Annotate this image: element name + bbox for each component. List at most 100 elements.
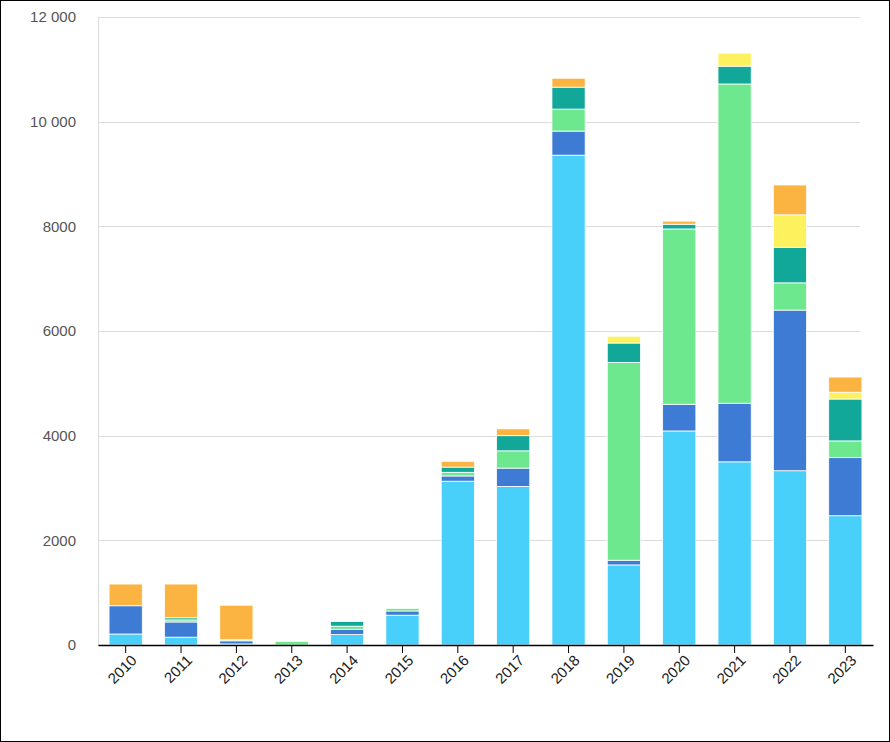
bar-segment: [275, 641, 308, 642]
x-tick-label: 2011: [160, 651, 195, 686]
y-tick: 2000: [43, 532, 98, 549]
bar-segment: [497, 436, 530, 451]
y-tick: 8000: [43, 218, 98, 235]
bar-segment: [331, 621, 364, 626]
y-tick: 12 000: [30, 8, 98, 25]
bar-segment: [109, 584, 142, 606]
bar-segment: [552, 131, 585, 155]
series: [164, 66, 862, 626]
bar-segment: [718, 403, 751, 462]
bar-segment: [331, 629, 364, 634]
grid: [98, 18, 860, 646]
y-axis: 0 2000 4000 6000 8000 10 000 12 000: [30, 8, 98, 653]
x-tick: 2010: [104, 645, 140, 687]
y-tick: 6000: [43, 322, 98, 339]
y-tick-label: 2000: [43, 532, 76, 549]
bar-segment: [109, 634, 142, 645]
x-tick-label: 2019: [602, 651, 638, 687]
bar-segment: [331, 621, 364, 622]
bar-segment: [386, 608, 419, 609]
bar-segment: [386, 615, 419, 645]
bar-segment: [773, 215, 806, 247]
x-tick-label: 2018: [547, 651, 583, 687]
bar-segment: [718, 84, 751, 403]
x-tick: 2011: [160, 645, 195, 686]
bar-segment: [829, 516, 862, 645]
x-axis-line: [99, 645, 874, 647]
y-tick-label: 0: [68, 636, 76, 653]
bar-segment: [773, 247, 806, 283]
bar-segment: [441, 472, 474, 476]
bar-segment: [829, 441, 862, 458]
x-tick: 2012: [215, 645, 251, 687]
y-axis-line: [98, 18, 99, 646]
bar-segment: [607, 336, 640, 343]
bar-segment: [441, 467, 474, 472]
y-tick-label: 12 000: [30, 8, 76, 25]
bar-segment: [607, 565, 640, 645]
x-tick: 2014: [326, 645, 362, 687]
bar-segment: [386, 608, 419, 609]
bar-segment: [552, 155, 585, 645]
bar-segment: [663, 224, 696, 229]
series: [164, 84, 862, 645]
bar-segment: [773, 310, 806, 471]
bar-segment: [552, 78, 585, 87]
bar-segment: [773, 185, 806, 215]
bar-segment: [663, 431, 696, 645]
x-tick-label: 2017: [492, 651, 528, 687]
grid-line: [98, 17, 860, 18]
bars: [109, 53, 862, 645]
x-tick-label: 2023: [824, 651, 860, 687]
bar-segment: [497, 468, 530, 486]
bar-segment: [663, 404, 696, 431]
bar-segment: [663, 221, 696, 224]
bar-segment: [718, 462, 751, 645]
y-tick: 0: [68, 636, 98, 653]
bar-segment: [220, 641, 253, 644]
bar-segment: [773, 471, 806, 645]
bar-segment: [164, 622, 197, 637]
bar-segment: [829, 392, 862, 399]
bar-segment: [275, 641, 308, 645]
x-axis: 2010 2011 2012 2013 2014 2015 2016 2017 2018 2019…: [99, 645, 874, 687]
series: [607, 53, 862, 399]
x-tick: 2017: [492, 645, 528, 687]
y-tick-label: 6000: [43, 322, 76, 339]
x-tick-label: 2016: [436, 651, 472, 687]
x-tick: 2015: [381, 645, 417, 687]
y-tick-label: 8000: [43, 218, 76, 235]
y-tick: 4000: [43, 427, 98, 444]
bar-segment: [497, 451, 530, 468]
bar-segment: [607, 362, 640, 560]
bar-segment: [109, 606, 142, 634]
bar-segment: [220, 605, 253, 640]
x-tick: 2019: [602, 645, 638, 687]
x-tick: 2018: [547, 645, 583, 687]
bar-segment: [773, 283, 806, 310]
bar-segment: [607, 336, 640, 337]
bar-segment: [829, 399, 862, 441]
bar-segment: [441, 476, 474, 481]
frame: [1, 1, 890, 742]
x-tick: 2020: [658, 645, 694, 687]
y-tick-label: 10 000: [30, 113, 76, 130]
bar-segment: [829, 377, 862, 392]
chart: 0200040006000800010 00012 00020102011201…: [0, 0, 890, 742]
bar-segment: [164, 584, 197, 618]
x-tick-label: 2021: [713, 651, 749, 687]
bar-segment: [829, 458, 862, 516]
bar-segment: [386, 608, 419, 611]
bar-segment: [552, 109, 585, 131]
x-tick-label: 2013: [270, 651, 306, 687]
bar-segment: [275, 641, 308, 642]
x-tick-label: 2020: [658, 651, 694, 687]
x-tick-label: 2022: [768, 651, 804, 687]
bar-segment: [607, 560, 640, 565]
x-tick: 2022: [768, 645, 804, 687]
x-tick-label: 2012: [215, 651, 251, 687]
bar-segment: [331, 635, 364, 645]
series: [109, 78, 862, 640]
x-tick: 2013: [270, 645, 306, 687]
y-tick: 10 000: [30, 113, 98, 130]
